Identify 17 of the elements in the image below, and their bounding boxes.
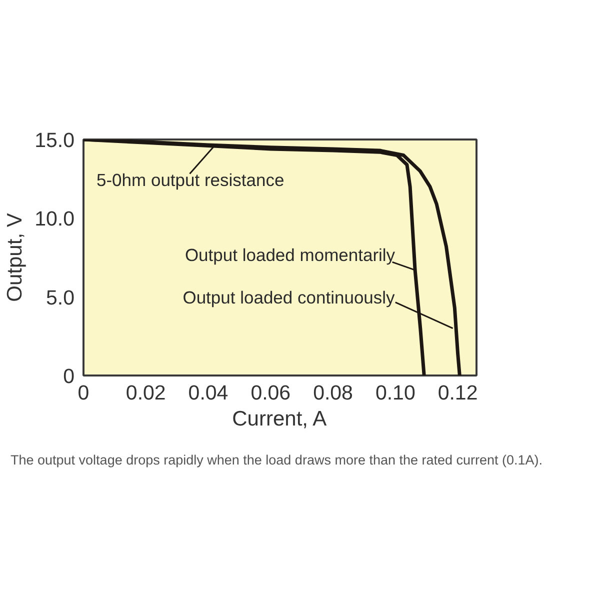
x-tick-label: 0.06 [250,382,291,404]
x-tick-label: 0.12 [438,382,478,404]
x-tick-label: 0.02 [126,382,166,404]
annotation: Output loaded momentarily [184,245,396,266]
y-axis-title: Output, V [4,213,27,302]
annotation: 5-0hm output resistance [96,170,284,190]
x-tick-label: 0.08 [313,382,353,404]
x-axis-title: Current, A [232,408,327,430]
y-tick-label: 10.0 [34,208,75,231]
x-tick-label: 0 [78,382,90,404]
y-tick-label: 0 [63,365,75,388]
annotation: Output loaded continuously [182,287,396,308]
x-tick-label: 0.10 [375,382,416,404]
x-tick-label: 0.04 [188,382,228,404]
y-tick-label: 15.0 [34,129,75,152]
y-tick-label: 5.0 [46,286,74,310]
text: The output voltage drops rapidly when the load draws more than the rated current (0.1A). [10,452,543,468]
